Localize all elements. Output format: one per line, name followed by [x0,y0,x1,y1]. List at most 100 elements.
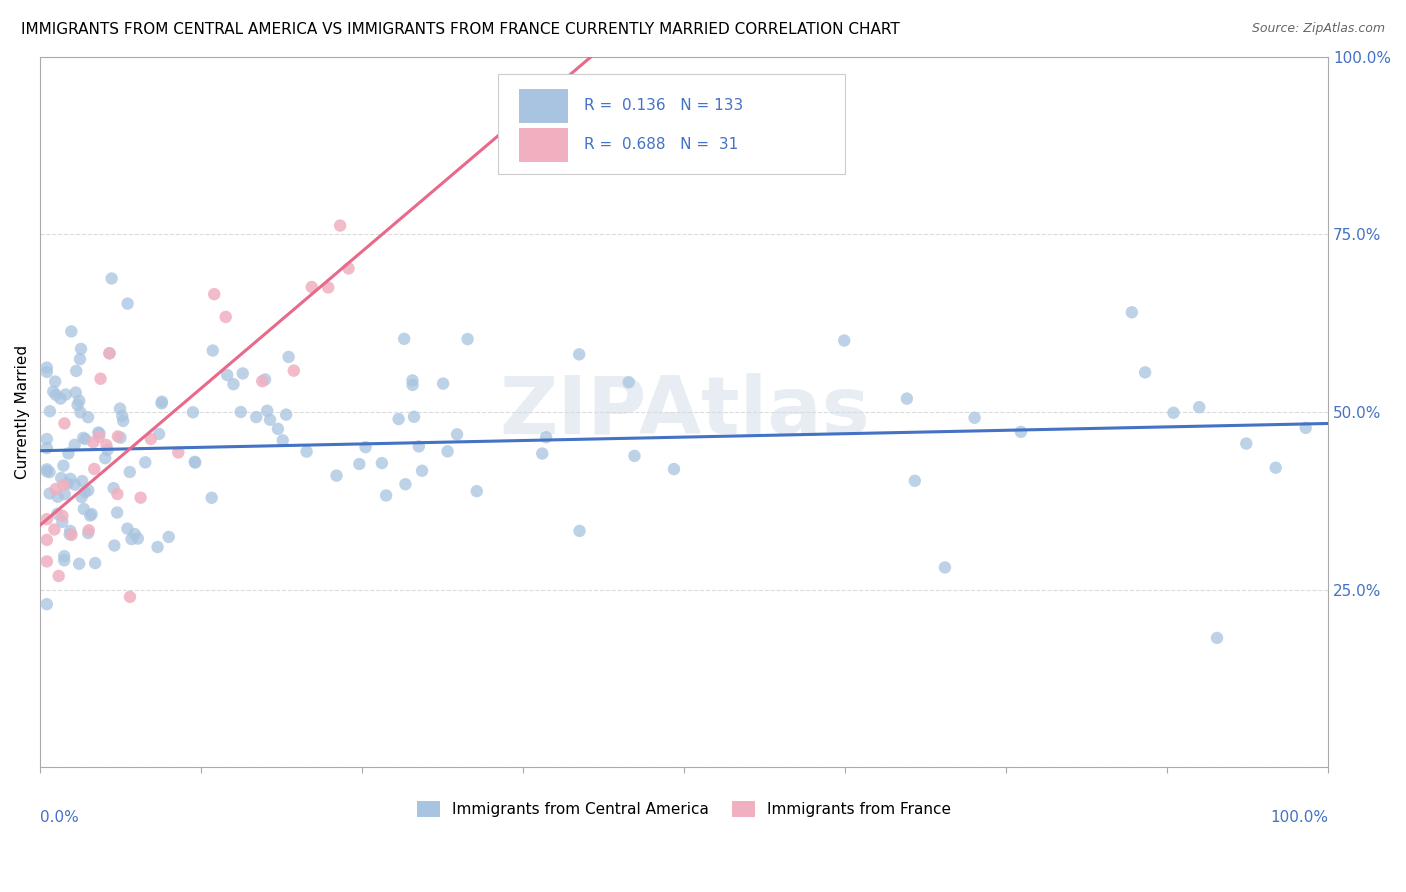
Point [77,526,100,541]
Point [215,310,238,324]
Point [371,456,394,470]
Point [354,440,377,454]
Point [392,332,415,346]
Point [53,553,76,567]
Point [295,444,318,458]
Point [531,446,554,460]
Point [90,372,112,386]
Point [63,477,86,491]
Point [77,410,100,425]
Text: 0.0%: 0.0% [41,810,79,825]
Point [98,346,121,360]
Point [617,375,640,389]
Point [44,523,66,537]
Point [56,476,79,491]
Point [44,375,66,389]
Point [436,444,458,458]
Point [110,431,132,445]
Point [217,368,239,382]
Point [35,597,58,611]
Point [1133,366,1156,380]
Point [118,465,141,479]
Point [77,483,100,498]
Point [98,346,121,360]
Point [35,432,58,446]
Point [401,378,423,392]
Point [79,508,101,523]
Point [276,408,298,422]
Point [446,427,468,442]
Text: Source: ZipAtlas.com: Source: ZipAtlas.com [1251,22,1385,36]
Point [60,325,83,339]
Point [65,385,87,400]
Point [181,405,204,419]
Point [38,404,60,418]
Point [69,352,91,367]
Point [117,296,139,310]
Point [69,405,91,419]
Point [52,478,75,492]
Point [73,485,96,500]
Point [35,441,58,455]
Point [48,569,70,583]
Point [105,506,128,520]
Point [67,557,90,571]
Point [100,271,122,285]
Point [84,556,107,570]
Point [222,377,245,392]
Point [55,387,77,401]
Point [1121,305,1143,319]
Point [59,472,82,486]
Point [45,482,67,496]
Text: R =  0.688   N =  31: R = 0.688 N = 31 [583,137,738,153]
Point [53,487,76,501]
Point [111,409,134,423]
Point [70,474,93,488]
Point [63,438,86,452]
Point [80,507,103,521]
Point [568,347,591,361]
Point [45,388,67,402]
Point [375,488,398,502]
Point [432,376,454,391]
FancyBboxPatch shape [498,74,845,174]
Point [1264,460,1286,475]
Point [254,372,277,386]
Point [337,261,360,276]
Point [70,490,93,504]
Point [53,549,76,563]
Point [59,527,82,541]
Point [202,287,225,301]
Point [134,455,156,469]
Point [83,462,105,476]
Point [51,508,73,523]
Point [108,401,131,416]
Point [184,455,207,469]
Point [49,392,72,406]
Point [139,432,162,446]
Point [51,515,73,529]
Point [38,486,60,500]
Point [934,560,956,574]
FancyBboxPatch shape [519,128,568,161]
Point [1295,421,1317,435]
Point [271,434,294,448]
Point [35,533,58,547]
Point [97,442,120,457]
Point [229,405,252,419]
Point [245,410,267,425]
Point [67,393,90,408]
Point [103,481,125,495]
Y-axis label: Currently Married: Currently Married [15,345,30,479]
Point [832,334,855,348]
Point [146,540,169,554]
Point [129,491,152,505]
Point [388,412,411,426]
Point [117,522,139,536]
Text: ZIPAtlas: ZIPAtlas [499,373,870,451]
Point [127,532,149,546]
Point [35,360,58,375]
Point [103,539,125,553]
Point [46,507,69,521]
Point [112,414,135,428]
